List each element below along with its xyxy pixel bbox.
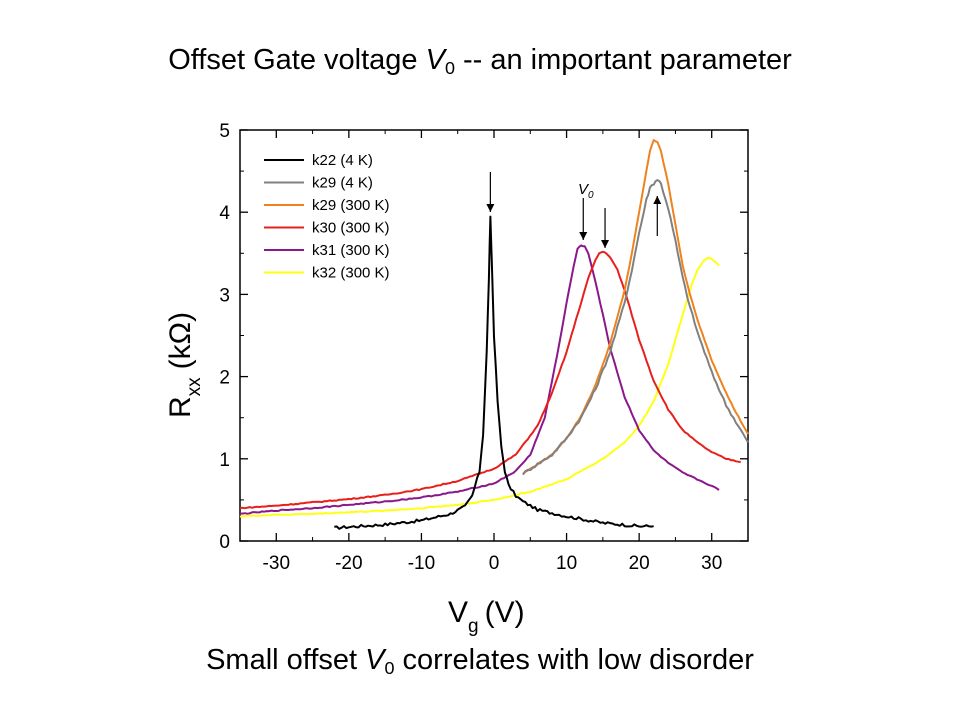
x-tick-label-5: 20	[629, 553, 650, 574]
y-tick-label-1: 1	[219, 450, 230, 471]
axis-ticks: -30 -20 -10 0 10 20 30 0 1 2 3 4 5	[219, 121, 749, 574]
y-tick-label-3: 3	[219, 285, 230, 306]
x-axis-label: Vg (V)	[448, 596, 525, 637]
slide-title-text-end: -- an important parameter	[454, 44, 792, 76]
v0-annotations	[486, 172, 662, 248]
slide-title-variable: V	[425, 44, 445, 76]
legend-label-1: k29 (4 K)	[312, 175, 373, 192]
x-tick-label-2: -10	[408, 553, 435, 574]
v0-annotation-label: V0	[578, 181, 594, 201]
y-tick-label-0: 0	[219, 532, 230, 553]
y-tick-label-4: 4	[219, 203, 230, 224]
legend-label-3: k30 (300 K)	[312, 220, 390, 237]
v0-arrow-k30-head	[601, 240, 610, 248]
x-tick-label-0: -30	[263, 553, 290, 574]
v0-arrow-k29-head	[653, 196, 662, 204]
series-line-0	[334, 215, 654, 530]
series-line-5	[239, 256, 720, 518]
x-tick-label-6: 30	[701, 553, 722, 574]
v0-arrow-k31-head	[579, 232, 588, 240]
slide-title-text: Offset Gate voltage	[168, 44, 426, 76]
x-tick-label-4: 10	[556, 553, 577, 574]
legend-label-4: k31 (300 K)	[312, 242, 390, 259]
legend-label-2: k29 (300 K)	[312, 197, 390, 214]
legend: k22 (4 K) k29 (4 K) k29 (300 K) k30 (300 K)…	[264, 152, 390, 282]
series-line-1	[522, 179, 749, 476]
y-tick-label-5: 5	[219, 121, 230, 142]
slide-title-subscript: 0	[444, 58, 455, 79]
v0-arrow-k22-head	[486, 204, 495, 212]
slide-caption-text-end: correlates with low disorder	[394, 644, 754, 676]
series-line-3	[239, 250, 741, 510]
x-tick-label-1: -20	[335, 553, 362, 574]
series-lines	[239, 139, 749, 530]
x-tick-label-3: 0	[489, 553, 500, 574]
slide-caption-subscript: 0	[384, 658, 395, 679]
y-axis-label: Rxx(kΩ)	[164, 312, 205, 418]
slide-caption: Small offset V0 correlates with low diso…	[0, 642, 960, 686]
legend-label-5: k32 (300 K)	[312, 265, 390, 282]
slide-caption-text: Small offset	[206, 644, 366, 676]
series-line-4	[239, 244, 720, 515]
y-tick-label-2: 2	[219, 368, 230, 389]
slide-caption-variable: V	[365, 644, 385, 676]
legend-label-0: k22 (4 K)	[312, 152, 373, 169]
slide-title: Offset Gate voltage V0 -- an important p…	[0, 42, 960, 86]
